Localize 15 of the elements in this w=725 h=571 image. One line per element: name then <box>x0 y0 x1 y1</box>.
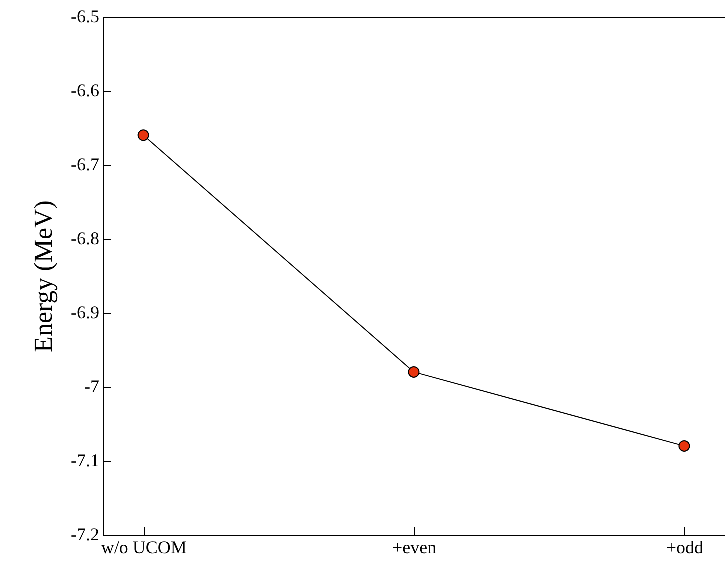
x-tick-label: +even <box>392 538 437 558</box>
point <box>138 130 150 142</box>
y-tick-label: -6.7 <box>71 154 100 174</box>
y-tick-label: -7.2 <box>71 524 100 544</box>
y-tick-label: -7.1 <box>71 450 100 470</box>
point <box>678 440 690 452</box>
x-tick-label: +odd <box>666 538 704 558</box>
x-tick-label: w/o UCOM <box>101 538 187 558</box>
y-tick-label: -6.6 <box>71 80 100 100</box>
point <box>408 366 420 378</box>
y-axis-title: Energy (MeV) <box>29 200 58 352</box>
y-tick-label: -7 <box>84 376 100 396</box>
y-tick-label: -6.9 <box>71 302 100 322</box>
y-tick-label: -6.5 <box>71 6 100 26</box>
y-tick-label: -6.8 <box>71 228 100 248</box>
